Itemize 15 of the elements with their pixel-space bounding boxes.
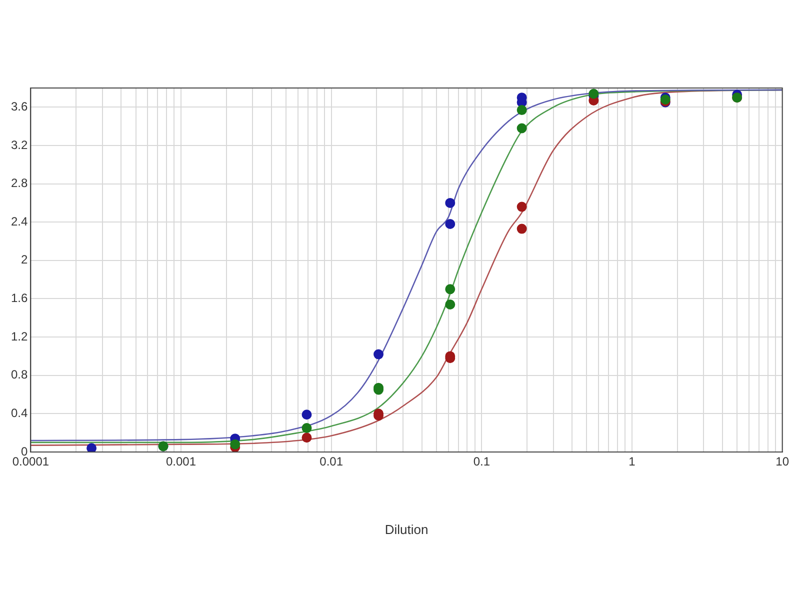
y-tick-label: 2.8 — [10, 176, 28, 190]
x-tick-label: 0.01 — [320, 454, 344, 469]
y-tick-label: 3.2 — [10, 138, 28, 152]
y-tick-label: 1.6 — [10, 291, 28, 306]
x-tick-label: 0.1 — [473, 454, 490, 469]
y-tick-label: 2.4 — [10, 214, 28, 228]
x-axis-title: Dilution — [384, 522, 428, 537]
y-tick-label: 3.6 — [10, 99, 28, 114]
y-tick-label: 0.8 — [10, 368, 28, 382]
y-tick-label: 0.4 — [10, 406, 28, 420]
x-tick-label: 10 — [776, 454, 790, 469]
y-tick-label: 1.2 — [10, 329, 28, 344]
x-tick-label: 0.001 — [166, 454, 196, 469]
x-tick-label: 1 — [628, 454, 636, 469]
y-tick-label: 2 — [20, 252, 28, 267]
